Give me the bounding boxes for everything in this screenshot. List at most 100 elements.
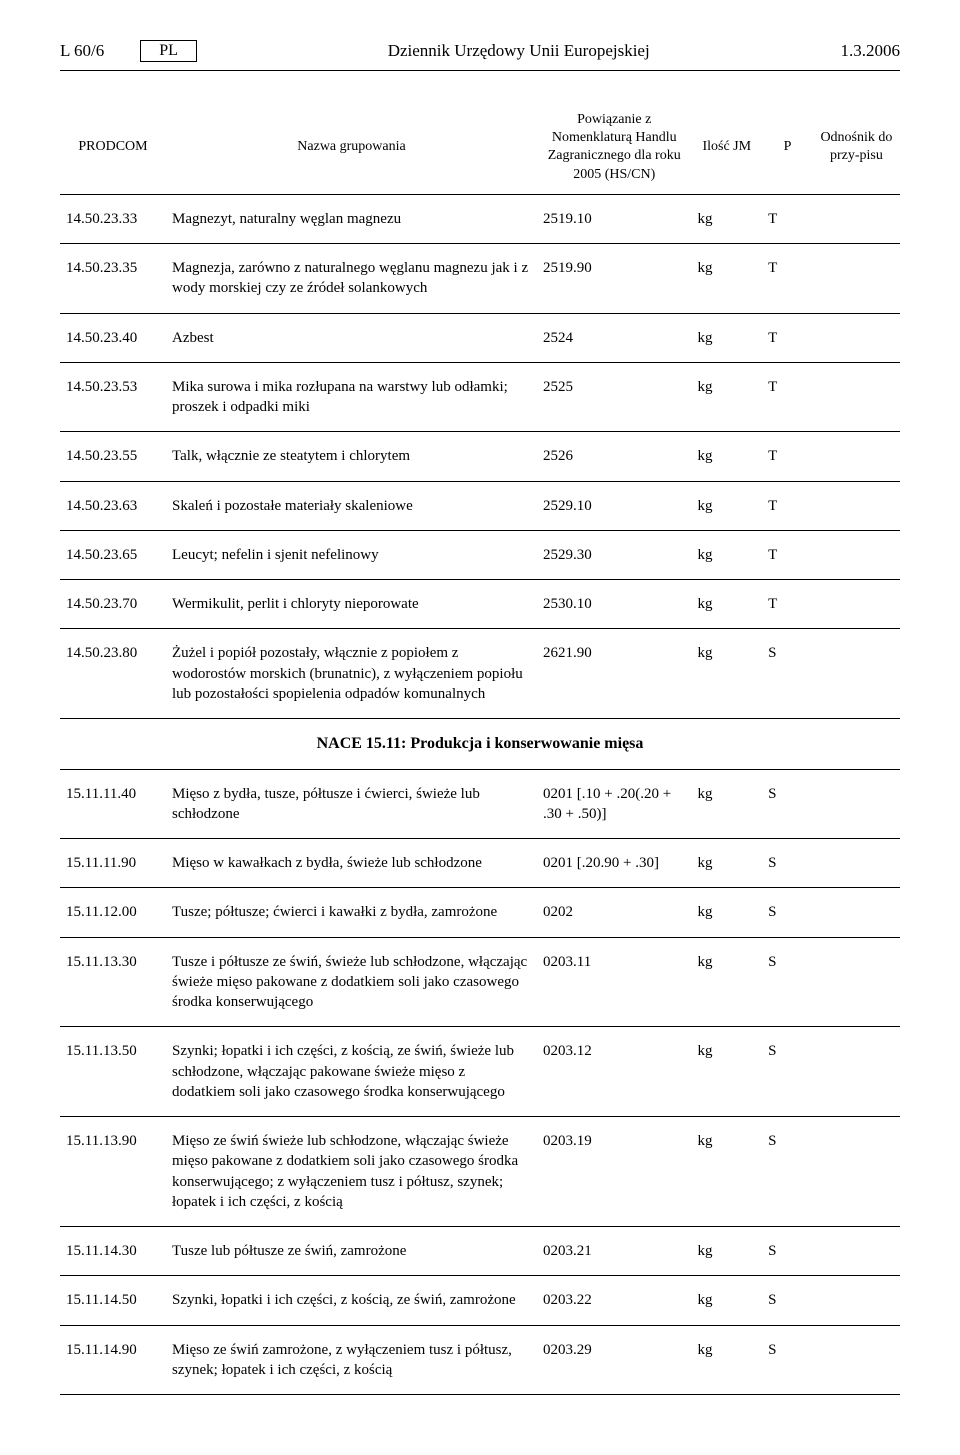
page-header: L 60/6 PL Dziennik Urzędowy Unii Europej…: [60, 40, 900, 62]
cell-name: Tusze lub półtusze ze świń, zamrożone: [166, 1227, 537, 1276]
cell-jm: kg: [691, 432, 762, 481]
cell-p: S: [762, 937, 813, 1027]
cell-jm: kg: [691, 481, 762, 530]
table-row: 15.11.14.50Szynki, łopatki i ich części,…: [60, 1276, 900, 1325]
cell-ref: [813, 839, 900, 888]
table-row: 14.50.23.63Skaleń i pozostałe materiały …: [60, 481, 900, 530]
cell-name: Tusze i półtusze ze świń, świeże lub sch…: [166, 937, 537, 1027]
cell-jm: kg: [691, 530, 762, 579]
cell-hs: 0203.29: [537, 1325, 691, 1395]
cell-name: Mięso w kawałkach z bydła, świeże lub sc…: [166, 839, 537, 888]
table-row: 15.11.13.30Tusze i półtusze ze świń, świ…: [60, 937, 900, 1027]
cell-name: Mika surowa i mika rozłupana na warstwy …: [166, 362, 537, 432]
cell-prodcom: 14.50.23.65: [60, 530, 166, 579]
cell-jm: kg: [691, 1027, 762, 1117]
cell-ref: [813, 194, 900, 243]
cell-ref: [813, 629, 900, 719]
cell-hs: 0201 [.10 + .20(.20 + .30 + .50)]: [537, 769, 691, 839]
cell-name: Magnezja, zarówno z naturalnego węglanu …: [166, 244, 537, 314]
cell-hs: 2529.30: [537, 530, 691, 579]
cell-ref: [813, 1325, 900, 1395]
col-header-name: Nazwa grupowania: [166, 101, 537, 194]
cell-prodcom: 14.50.23.55: [60, 432, 166, 481]
table-row: 15.11.12.00Tusze; półtusze; ćwierci i ka…: [60, 888, 900, 937]
cell-ref: [813, 1027, 900, 1117]
cell-jm: kg: [691, 313, 762, 362]
language-badge: PL: [140, 40, 197, 62]
cell-name: Żużel i popiół pozostały, włącznie z pop…: [166, 629, 537, 719]
col-header-prodcom: PRODCOM: [60, 101, 166, 194]
cell-p: T: [762, 313, 813, 362]
cell-name: Azbest: [166, 313, 537, 362]
cell-p: S: [762, 1227, 813, 1276]
cell-prodcom: 14.50.23.70: [60, 580, 166, 629]
cell-jm: kg: [691, 244, 762, 314]
cell-hs: 0203.11: [537, 937, 691, 1027]
cell-ref: [813, 313, 900, 362]
table-row: 14.50.23.35Magnezja, zarówno z naturalne…: [60, 244, 900, 314]
cell-prodcom: 14.50.23.53: [60, 362, 166, 432]
cell-prodcom: 15.11.12.00: [60, 888, 166, 937]
cell-jm: kg: [691, 888, 762, 937]
table-row: 15.11.14.90Mięso ze świń zamrożone, z wy…: [60, 1325, 900, 1395]
cell-prodcom: 15.11.14.50: [60, 1276, 166, 1325]
table-header-row: PRODCOM Nazwa grupowania Powiązanie z No…: [60, 101, 900, 194]
cell-name: Talk, włącznie ze steatytem i chlorytem: [166, 432, 537, 481]
cell-jm: kg: [691, 769, 762, 839]
cell-hs: 2526: [537, 432, 691, 481]
cell-prodcom: 15.11.14.90: [60, 1325, 166, 1395]
cell-ref: [813, 244, 900, 314]
cell-hs: 2519.90: [537, 244, 691, 314]
header-divider: [60, 70, 900, 71]
cell-prodcom: 15.11.14.30: [60, 1227, 166, 1276]
cell-ref: [813, 432, 900, 481]
cell-hs: 0201 [.20.90 + .30]: [537, 839, 691, 888]
cell-jm: kg: [691, 580, 762, 629]
cell-prodcom: 14.50.23.40: [60, 313, 166, 362]
cell-ref: [813, 1117, 900, 1227]
col-header-hs: Powiązanie z Nomenklaturą Handlu Zagrani…: [537, 101, 691, 194]
cell-name: Mięso ze świń świeże lub schłodzone, włą…: [166, 1117, 537, 1227]
cell-hs: 2519.10: [537, 194, 691, 243]
table-row: 14.50.23.40Azbest2524kgT: [60, 313, 900, 362]
cell-jm: kg: [691, 1276, 762, 1325]
table-row: 15.11.13.50Szynki; łopatki i ich części,…: [60, 1027, 900, 1117]
table-row: 15.11.11.40Mięso z bydła, tusze, półtusz…: [60, 769, 900, 839]
cell-ref: [813, 362, 900, 432]
cell-name: Leucyt; nefelin i sjenit nefelinowy: [166, 530, 537, 579]
cell-ref: [813, 769, 900, 839]
cell-prodcom: 14.50.23.33: [60, 194, 166, 243]
header-left: L 60/6 PL: [60, 40, 197, 62]
cell-hs: 0203.21: [537, 1227, 691, 1276]
cell-name: Szynki; łopatki i ich części, z kością, …: [166, 1027, 537, 1117]
section-row: NACE 15.11: Produkcja i konserwowanie mi…: [60, 719, 900, 770]
cell-jm: kg: [691, 937, 762, 1027]
cell-name: Tusze; półtusze; ćwierci i kawałki z byd…: [166, 888, 537, 937]
cell-p: T: [762, 362, 813, 432]
cell-p: T: [762, 481, 813, 530]
col-header-jm: Ilość JM: [691, 101, 762, 194]
page: L 60/6 PL Dziennik Urzędowy Unii Europej…: [0, 0, 960, 1455]
cell-jm: kg: [691, 629, 762, 719]
cell-name: Magnezyt, naturalny węglan magnezu: [166, 194, 537, 243]
cell-prodcom: 15.11.13.30: [60, 937, 166, 1027]
cell-prodcom: 14.50.23.35: [60, 244, 166, 314]
cell-p: T: [762, 244, 813, 314]
cell-prodcom: 15.11.13.90: [60, 1117, 166, 1227]
table-row: 14.50.23.55Talk, włącznie ze steatytem i…: [60, 432, 900, 481]
cell-jm: kg: [691, 839, 762, 888]
cell-prodcom: 15.11.11.90: [60, 839, 166, 888]
cell-prodcom: 14.50.23.80: [60, 629, 166, 719]
cell-p: S: [762, 839, 813, 888]
cell-hs: 0203.12: [537, 1027, 691, 1117]
cell-ref: [813, 580, 900, 629]
cell-p: T: [762, 194, 813, 243]
cell-p: S: [762, 629, 813, 719]
cell-p: S: [762, 769, 813, 839]
cell-p: S: [762, 888, 813, 937]
col-header-ref: Odnośnik do przy-pisu: [813, 101, 900, 194]
cell-p: T: [762, 530, 813, 579]
cell-prodcom: 15.11.11.40: [60, 769, 166, 839]
cell-name: Mięso ze świń zamrożone, z wyłączeniem t…: [166, 1325, 537, 1395]
cell-name: Wermikulit, perlit i chloryty nieporowat…: [166, 580, 537, 629]
